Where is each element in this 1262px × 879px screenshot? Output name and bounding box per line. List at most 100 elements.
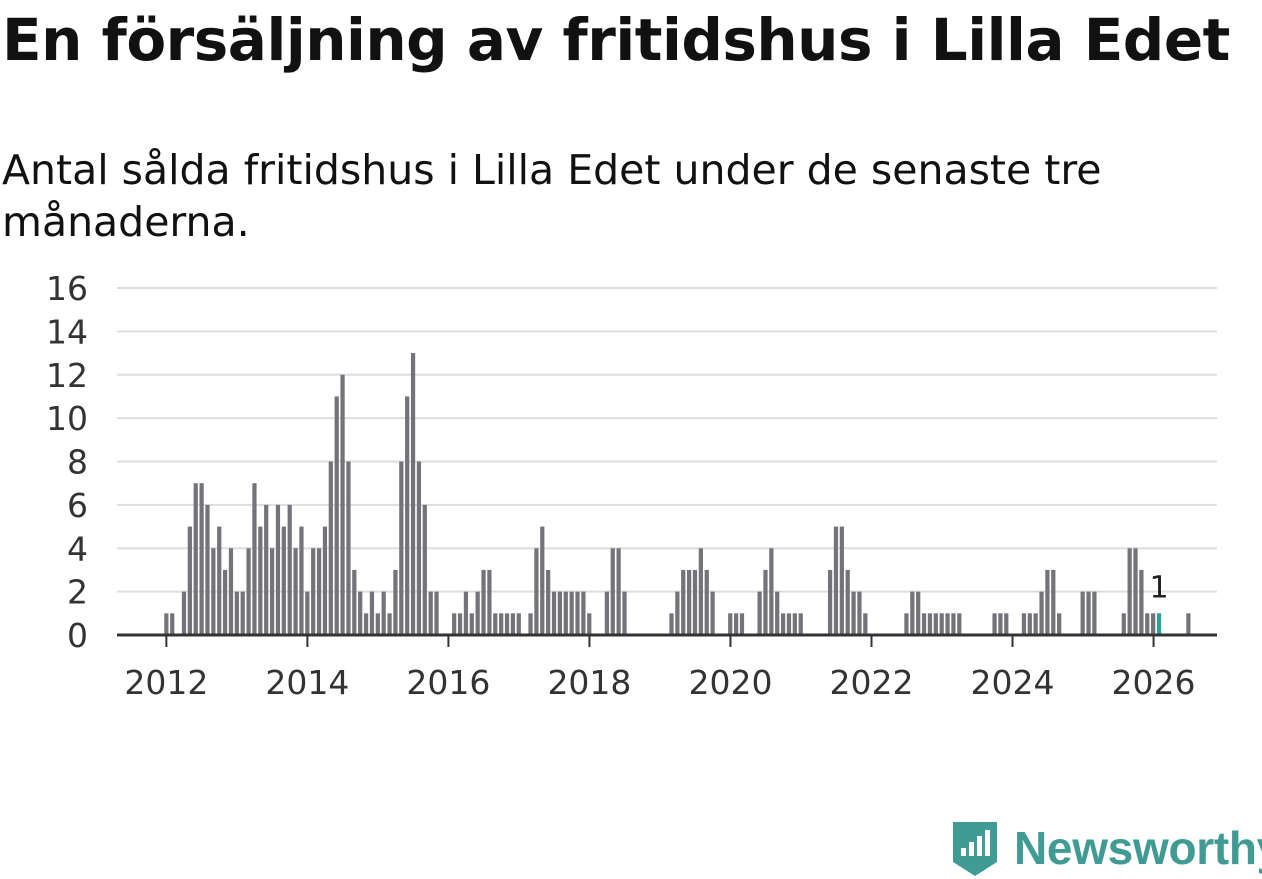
- bar: [405, 396, 410, 635]
- bar: [246, 548, 251, 635]
- bar: [616, 548, 621, 635]
- bar: [1127, 548, 1132, 635]
- bar: [710, 591, 715, 635]
- bar: [786, 613, 792, 635]
- bar: [322, 526, 328, 635]
- bar: [516, 613, 521, 635]
- bar: [945, 613, 950, 635]
- bar: [851, 591, 856, 635]
- bar: [546, 569, 551, 635]
- bar: [181, 591, 187, 635]
- bar: [957, 613, 962, 635]
- bar: [951, 613, 956, 635]
- newsworthy-logo-icon: [953, 822, 997, 876]
- bar: [1151, 613, 1156, 635]
- bar: [252, 483, 257, 635]
- bar: [792, 613, 797, 635]
- bar: [992, 613, 997, 635]
- bar: [393, 569, 398, 635]
- bar: [293, 548, 298, 635]
- bar: [416, 461, 422, 635]
- bar: [528, 613, 533, 635]
- bar: [434, 591, 439, 635]
- bar: [910, 591, 915, 635]
- bar: [1027, 613, 1032, 635]
- y-tick-label: 2: [67, 573, 88, 612]
- bar: [410, 353, 416, 635]
- bar: [264, 504, 269, 635]
- bar: [557, 591, 563, 635]
- bar: [827, 569, 833, 635]
- bar: [775, 591, 780, 635]
- bar: [916, 591, 921, 635]
- bar: [340, 374, 345, 635]
- bar: [563, 591, 568, 635]
- bar: [692, 569, 698, 635]
- bar: [199, 483, 204, 635]
- bar: [428, 591, 433, 635]
- bar: [534, 548, 539, 635]
- y-tick-label: 12: [46, 356, 88, 395]
- y-tick-label: 0: [67, 616, 88, 655]
- bar: [346, 461, 351, 635]
- bar: [669, 613, 674, 635]
- bar: [452, 613, 457, 635]
- x-tick-label: 2020: [688, 663, 772, 700]
- bar: [205, 504, 210, 635]
- bar: [863, 613, 868, 635]
- bar: [269, 548, 275, 635]
- bar: [170, 613, 175, 635]
- bar: [1051, 569, 1056, 635]
- bar: [1021, 613, 1027, 635]
- bar: [675, 591, 680, 635]
- bar: [334, 396, 339, 635]
- x-tick-label: 2012: [124, 663, 208, 700]
- bar: [763, 569, 768, 635]
- bar: [728, 613, 733, 635]
- bar: [422, 504, 427, 635]
- bar: [363, 613, 369, 635]
- y-tick-label: 6: [67, 486, 88, 525]
- chart-title: En försäljning av fritidshus i Lilla Ede…: [2, 6, 1230, 74]
- bar: [211, 548, 216, 635]
- bar: [1186, 613, 1191, 635]
- bar: [1133, 548, 1138, 635]
- bar: [399, 461, 404, 635]
- bar: [499, 613, 504, 635]
- bar: [352, 569, 357, 635]
- bar: [704, 569, 709, 635]
- bar: [328, 461, 333, 635]
- bar: [939, 613, 944, 635]
- bar: [698, 548, 703, 635]
- bar: [1033, 613, 1038, 635]
- bar: [927, 613, 933, 635]
- newsworthy-logo: Newsworthy: [950, 818, 1262, 878]
- bar: [581, 591, 586, 635]
- bar-highlight: [1156, 613, 1162, 635]
- x-tick-label: 2026: [1112, 663, 1196, 700]
- bar: [475, 591, 480, 635]
- bar: [358, 591, 363, 635]
- bar: [551, 591, 557, 635]
- bar: [234, 591, 239, 635]
- newsworthy-logo-text: Newsworthy: [1014, 822, 1262, 874]
- bar: [575, 591, 580, 635]
- bar: [1121, 613, 1126, 635]
- bar: [687, 569, 692, 635]
- y-tick-label: 4: [67, 529, 88, 568]
- bar: [604, 591, 610, 635]
- bar: [569, 591, 574, 635]
- bar: [275, 504, 281, 635]
- bar: [493, 613, 498, 635]
- bar: [733, 613, 739, 635]
- highlight-data-label: 1: [1149, 570, 1168, 605]
- bar: [240, 591, 245, 635]
- bar: [681, 569, 686, 635]
- bar: [904, 613, 909, 635]
- y-tick-label: 14: [46, 312, 88, 351]
- bar: [833, 526, 839, 635]
- bar: [281, 526, 286, 635]
- bar: [316, 548, 322, 635]
- x-tick-label: 2022: [829, 663, 913, 700]
- bar: [387, 613, 392, 635]
